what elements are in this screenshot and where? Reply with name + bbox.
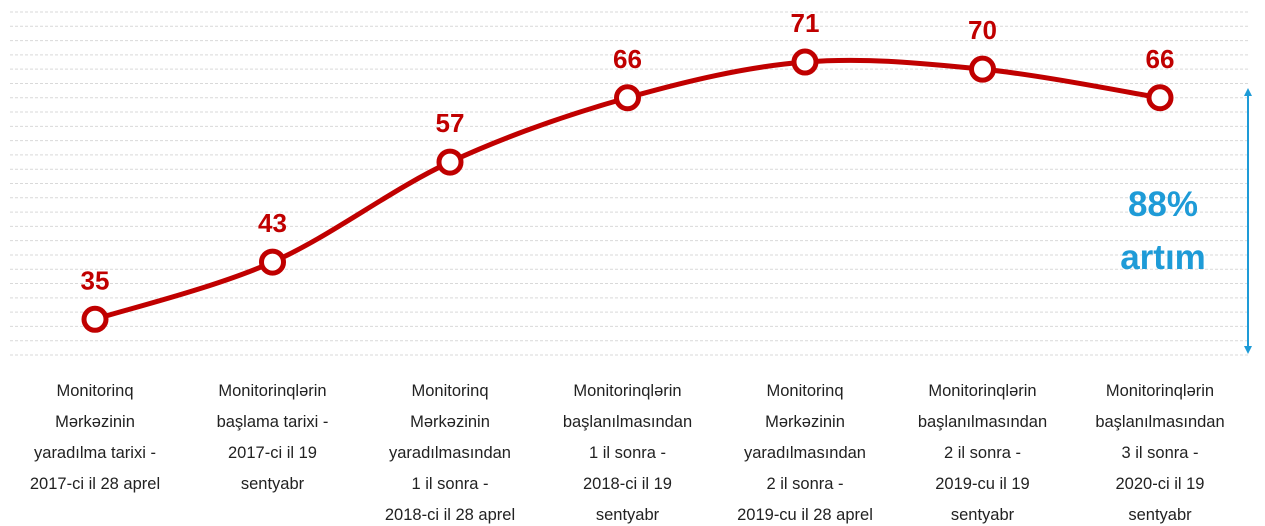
marker (1146, 84, 1174, 112)
value-label: 66 (613, 44, 642, 74)
value-label: 66 (1146, 44, 1175, 74)
x-tick-label: Monitorinqlərin başlanılmasından 3 il so… (1095, 382, 1225, 524)
marker (436, 148, 464, 176)
marker (614, 84, 641, 112)
marker (259, 248, 286, 276)
value-label: 43 (258, 208, 287, 238)
value-label: 35 (81, 265, 110, 295)
value-label: 57 (436, 108, 465, 138)
x-tick-label: Monitorinqlərin başlanılmasından 1 il so… (562, 382, 693, 524)
marker (81, 305, 109, 333)
marker (791, 48, 819, 76)
annotation: 88% (1128, 185, 1198, 224)
x-tick-label: Monitorinq Mərkəzinin yaradılma tarixi -… (29, 382, 161, 493)
annotation: artım (1120, 238, 1206, 277)
x-tick-label: Monitorinq Mərkəzinin yaradılmasından 2 … (737, 382, 873, 524)
x-tick-label: Monitorinqlərin başlama tarixi - 2017-ci… (216, 382, 329, 493)
x-tick-label: Monitorinq Mərkəzinin yaradılmasından 1 … (384, 382, 516, 524)
marker (969, 55, 996, 83)
x-tick-label: Monitorinqlərin başlanılmasından 2 il so… (917, 382, 1048, 524)
value-label: 71 (791, 8, 820, 38)
value-label: 70 (968, 15, 997, 45)
